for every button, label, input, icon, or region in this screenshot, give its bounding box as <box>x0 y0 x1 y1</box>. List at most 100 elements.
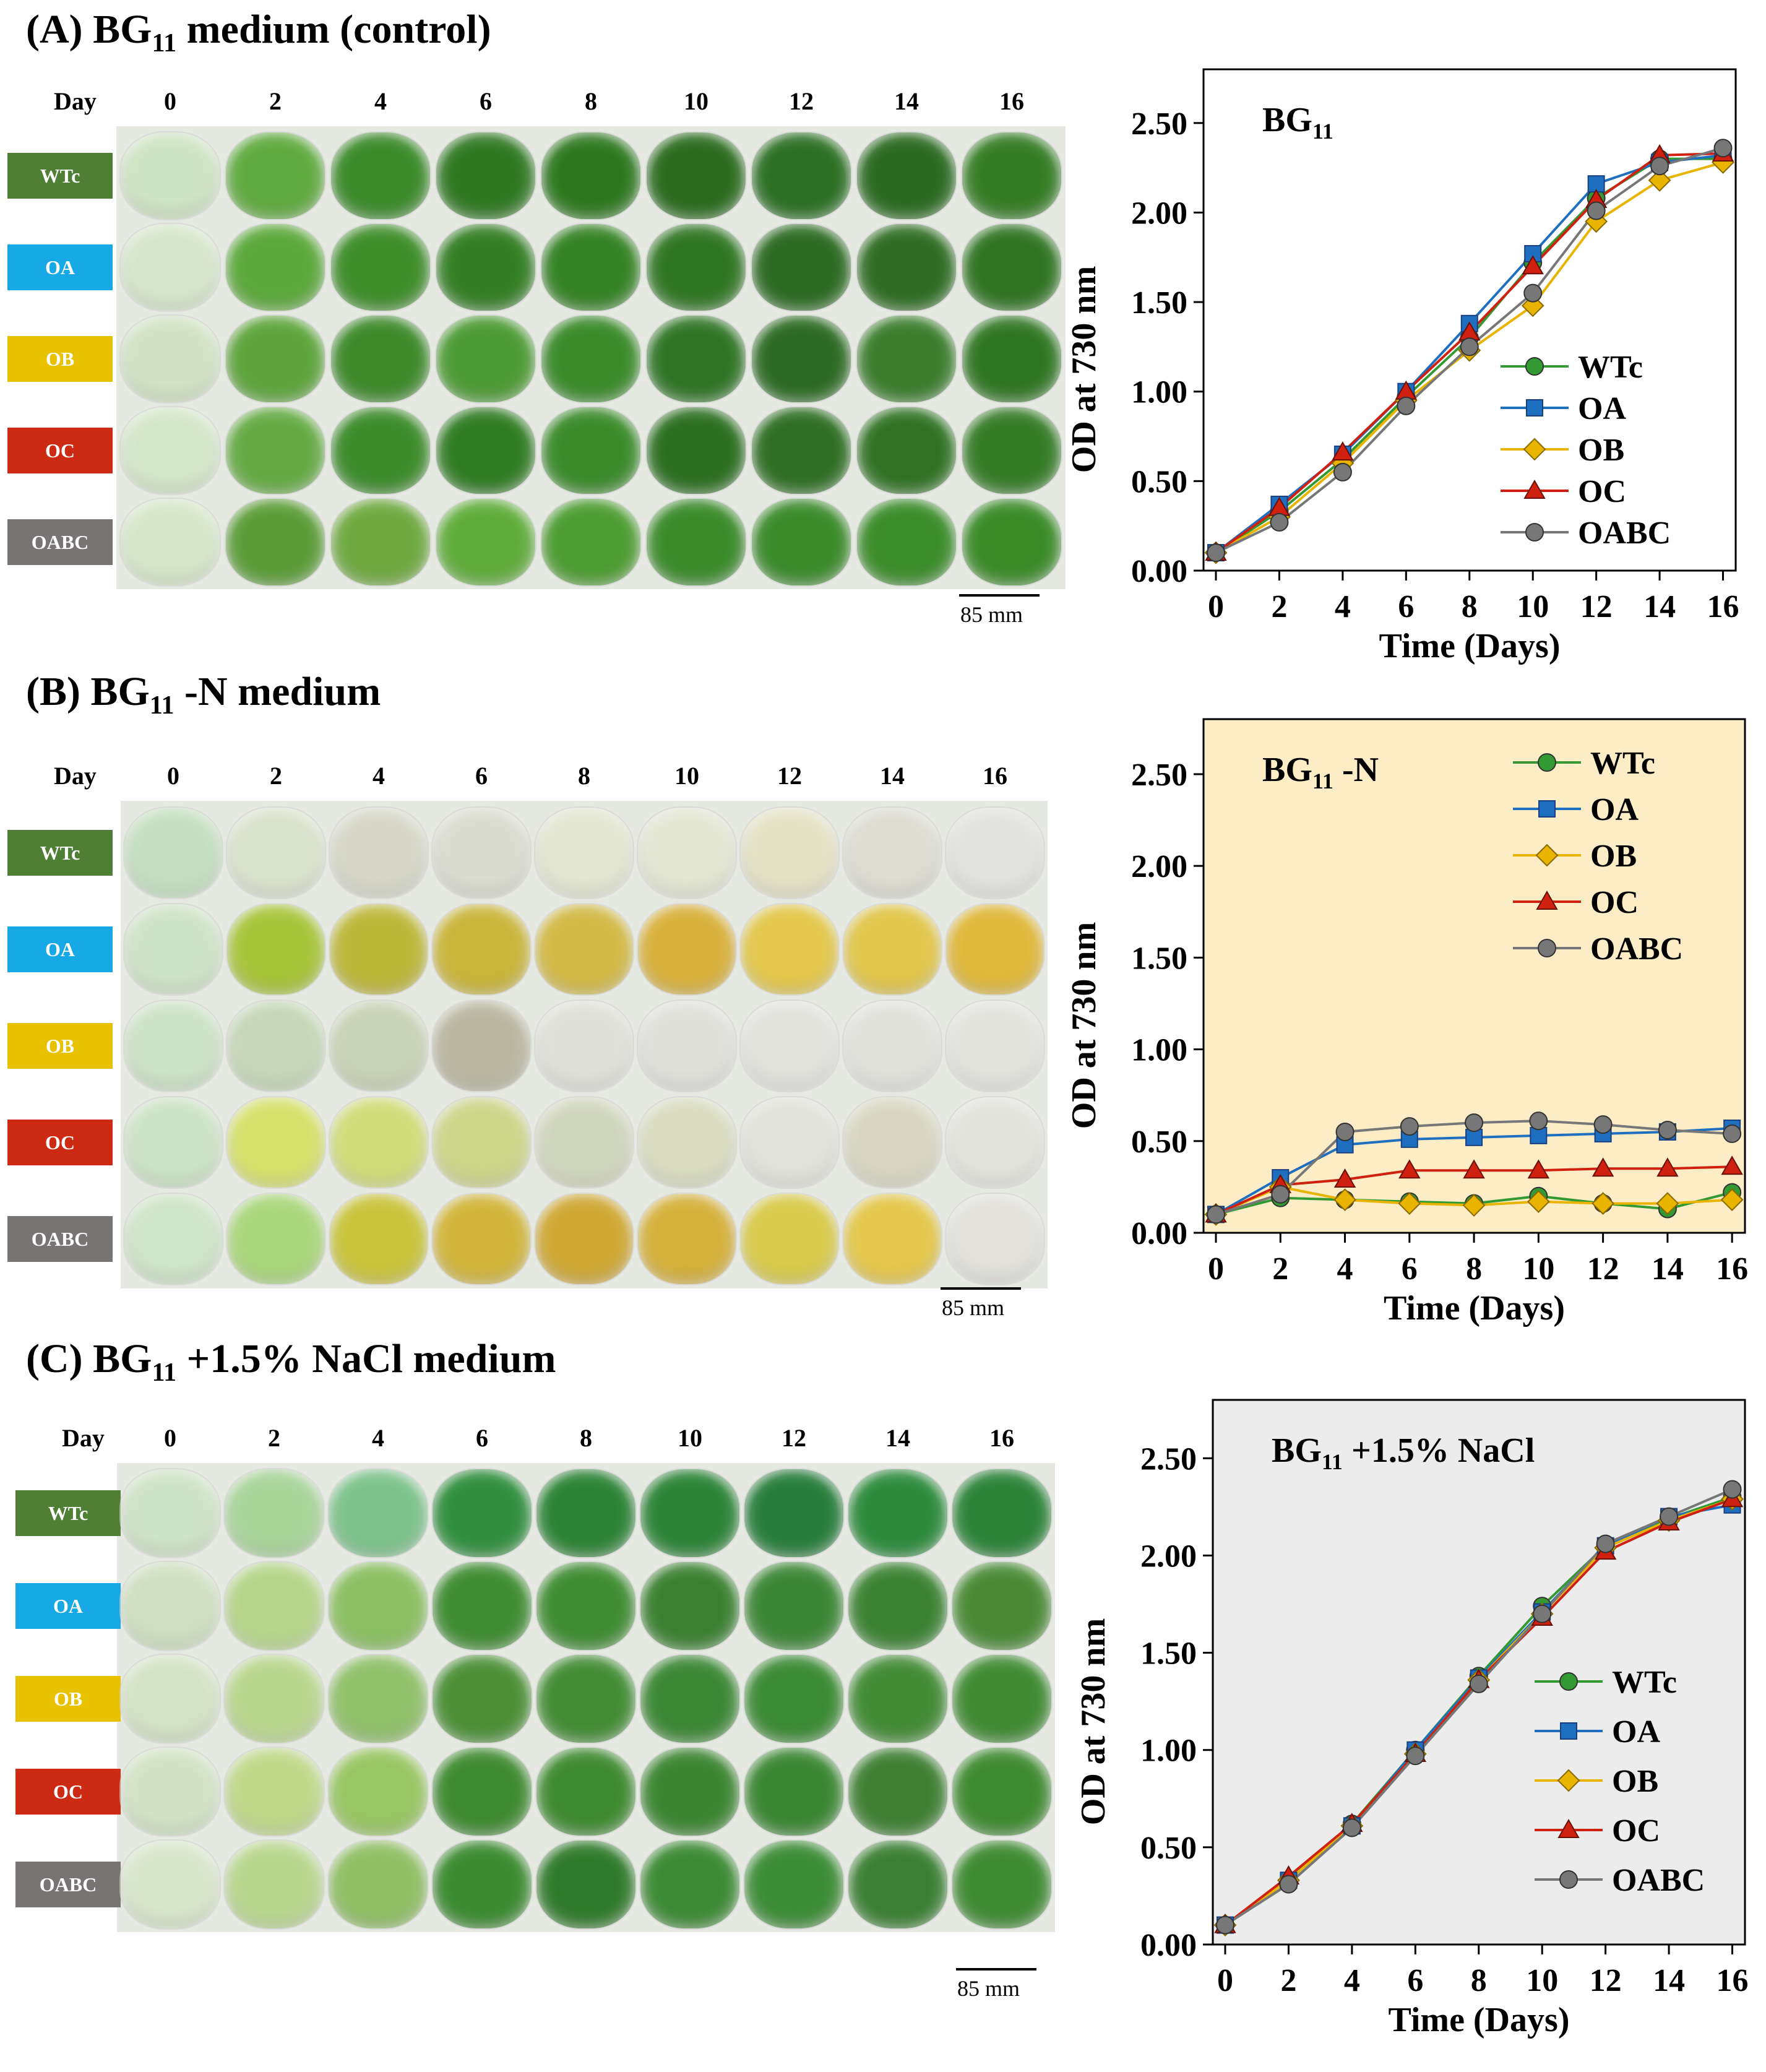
x-tick-label: 14 <box>1643 589 1676 624</box>
panel-a-title-suffix: medium (control) <box>176 7 491 52</box>
chart-title-prefix: BG <box>1272 1431 1322 1470</box>
culture-dish <box>329 1841 428 1928</box>
culture-dish <box>843 1194 941 1284</box>
chart-title: BG11 -N <box>1262 751 1379 793</box>
day-label: 16 <box>999 87 1024 115</box>
x-tick-label: 10 <box>1517 589 1549 624</box>
culture-dish <box>227 904 325 995</box>
data-point <box>1533 1604 1552 1623</box>
culture-dish <box>640 1469 739 1557</box>
day-label: 0 <box>164 1424 176 1452</box>
culture-dish <box>857 132 956 219</box>
chart-title-suffix: -N <box>1333 751 1379 789</box>
day-label: 2 <box>270 762 282 790</box>
culture-dish <box>121 1748 220 1836</box>
data-point <box>1721 1155 1743 1175</box>
culture-dish <box>752 316 851 402</box>
culture-dish <box>946 1001 1044 1091</box>
data-point <box>1279 1875 1298 1894</box>
day-label: 2 <box>268 1424 280 1452</box>
culture-dish <box>752 499 851 585</box>
culture-dish <box>226 499 325 585</box>
chart-title-sub: 11 <box>1312 769 1333 793</box>
day-header: Day <box>62 1424 105 1452</box>
data-point <box>1529 1112 1548 1131</box>
x-tick-label: 6 <box>1398 589 1414 624</box>
data-point <box>1522 255 1544 275</box>
data-point <box>1592 1157 1614 1177</box>
panel-b-title: (B) BG11 -N medium <box>26 668 381 720</box>
culture-dish <box>638 1194 736 1284</box>
data-point <box>1523 438 1546 461</box>
culture-dish <box>741 1001 838 1091</box>
culture-dish <box>331 407 430 494</box>
x-tick-label: 10 <box>1526 1963 1558 1998</box>
data-point <box>1723 1480 1742 1499</box>
data-point <box>1535 844 1559 867</box>
y-tick-label: 1.00 <box>1131 1033 1187 1068</box>
data-point <box>1333 1168 1356 1188</box>
culture-dish <box>226 316 325 402</box>
chart-title: BG11 +1.5% NaCl <box>1272 1431 1535 1474</box>
culture-dish <box>121 316 220 402</box>
data-point <box>1465 1113 1484 1133</box>
culture-dish <box>121 1655 220 1743</box>
day-header: Day <box>54 762 97 790</box>
culture-dish <box>536 1655 635 1743</box>
culture-dish <box>535 1001 633 1091</box>
legend-label: WTc <box>1590 746 1655 781</box>
culture-dish <box>536 1748 635 1836</box>
culture-dish <box>752 224 851 311</box>
scale-label: 85 mm <box>957 1976 1020 2001</box>
culture-dish <box>329 1655 428 1743</box>
strain-tag-oc: OC <box>7 428 113 473</box>
x-tick-label: 16 <box>1716 1963 1749 1998</box>
culture-dish <box>946 904 1044 995</box>
culture-dish <box>744 1841 843 1928</box>
culture-dish <box>741 904 838 995</box>
culture-dish <box>227 808 325 898</box>
culture-dish <box>433 1655 532 1743</box>
culture-dish <box>121 1562 220 1650</box>
panel-b-title-prefix: (B) BG <box>26 669 150 714</box>
day-label: 4 <box>374 87 387 115</box>
data-point <box>1469 1674 1488 1693</box>
strain-tag-oabc: OABC <box>7 519 113 565</box>
day-label: 14 <box>894 87 919 115</box>
day-label: 4 <box>373 762 385 790</box>
legend-label: WTc <box>1612 1665 1677 1700</box>
panel-c-title-sub: 11 <box>152 1358 177 1388</box>
culture-dish <box>124 1097 222 1188</box>
culture-dish <box>744 1748 843 1836</box>
culture-dish <box>952 1655 1051 1743</box>
culture-dish <box>843 904 941 995</box>
data-point <box>1660 1507 1679 1526</box>
chart-title: BG11 <box>1262 101 1333 144</box>
culture-dish <box>124 904 222 995</box>
day-label: 6 <box>476 1424 488 1452</box>
culture-dish <box>225 1469 324 1557</box>
strain-tag-oa: OA <box>7 244 113 290</box>
culture-dish <box>638 1097 736 1188</box>
day-label: 4 <box>372 1424 384 1452</box>
data-point <box>1527 1159 1550 1179</box>
culture-dish <box>952 1562 1051 1650</box>
data-point <box>1656 1157 1679 1177</box>
x-tick-label: 0 <box>1217 1963 1233 1998</box>
data-point <box>1525 357 1544 376</box>
legend-label: OC <box>1612 1813 1660 1849</box>
y-tick-label: 1.50 <box>1131 285 1187 321</box>
culture-dish <box>638 1001 736 1091</box>
culture-dish <box>436 407 535 494</box>
data-point <box>1656 1192 1679 1215</box>
culture-dish <box>225 1562 324 1650</box>
data-point <box>1523 283 1543 303</box>
data-point <box>1559 1870 1578 1889</box>
legend-label: OABC <box>1612 1863 1705 1898</box>
culture-dish <box>330 1001 428 1091</box>
culture-dish <box>946 1097 1044 1188</box>
data-point <box>1713 139 1733 158</box>
scale-bar <box>956 1968 1036 1971</box>
culture-dish <box>433 1001 530 1091</box>
y-tick-label: 0.00 <box>1131 554 1187 589</box>
